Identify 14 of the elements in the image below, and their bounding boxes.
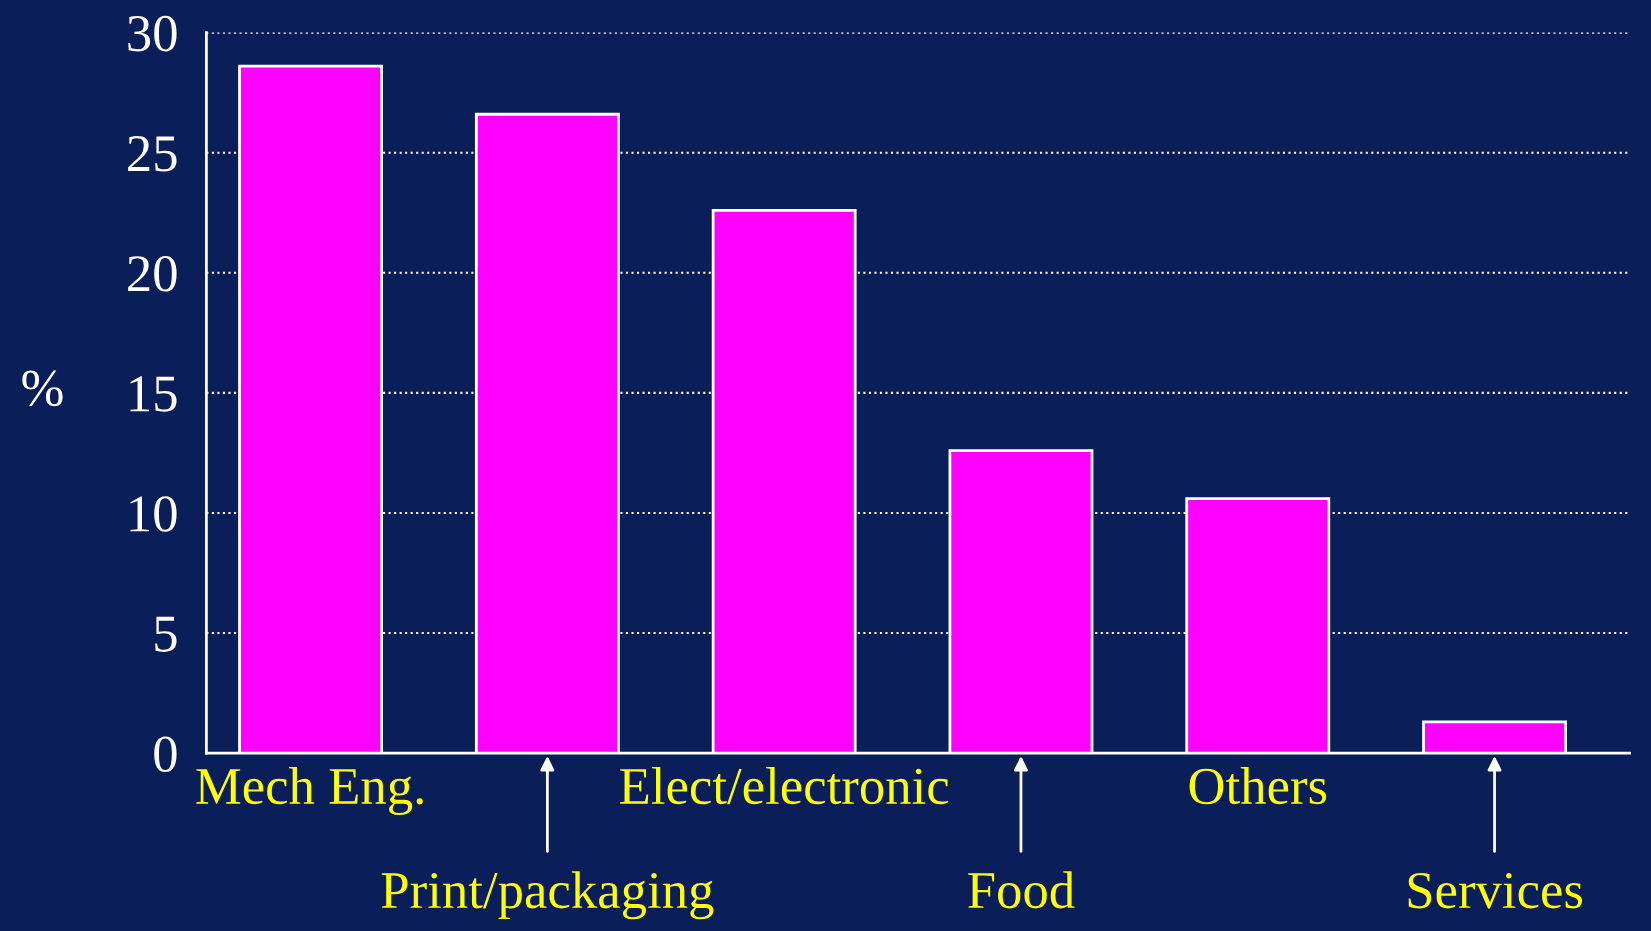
y-tick-label: 0 [154,736,177,773]
y-tick-label: 25 [128,136,177,172]
x-tick-label: Others [1189,767,1327,805]
y-tick-label: 5 [155,616,177,652]
x-tick-label: Services [1408,872,1583,909]
y-axis-title: % [22,370,63,407]
y-tick-label: 15 [130,376,177,412]
x-tick-label: Mech Eng. [196,767,423,816]
x-tick-label: Print/packaging [381,871,714,920]
y-tick-label: 30 [128,15,177,52]
x-tick-label: Food [968,871,1075,909]
x-tick-label: Elect/electronic [620,767,949,805]
y-tick-label: 10 [130,496,177,532]
y-tick-label: 20 [128,256,177,292]
